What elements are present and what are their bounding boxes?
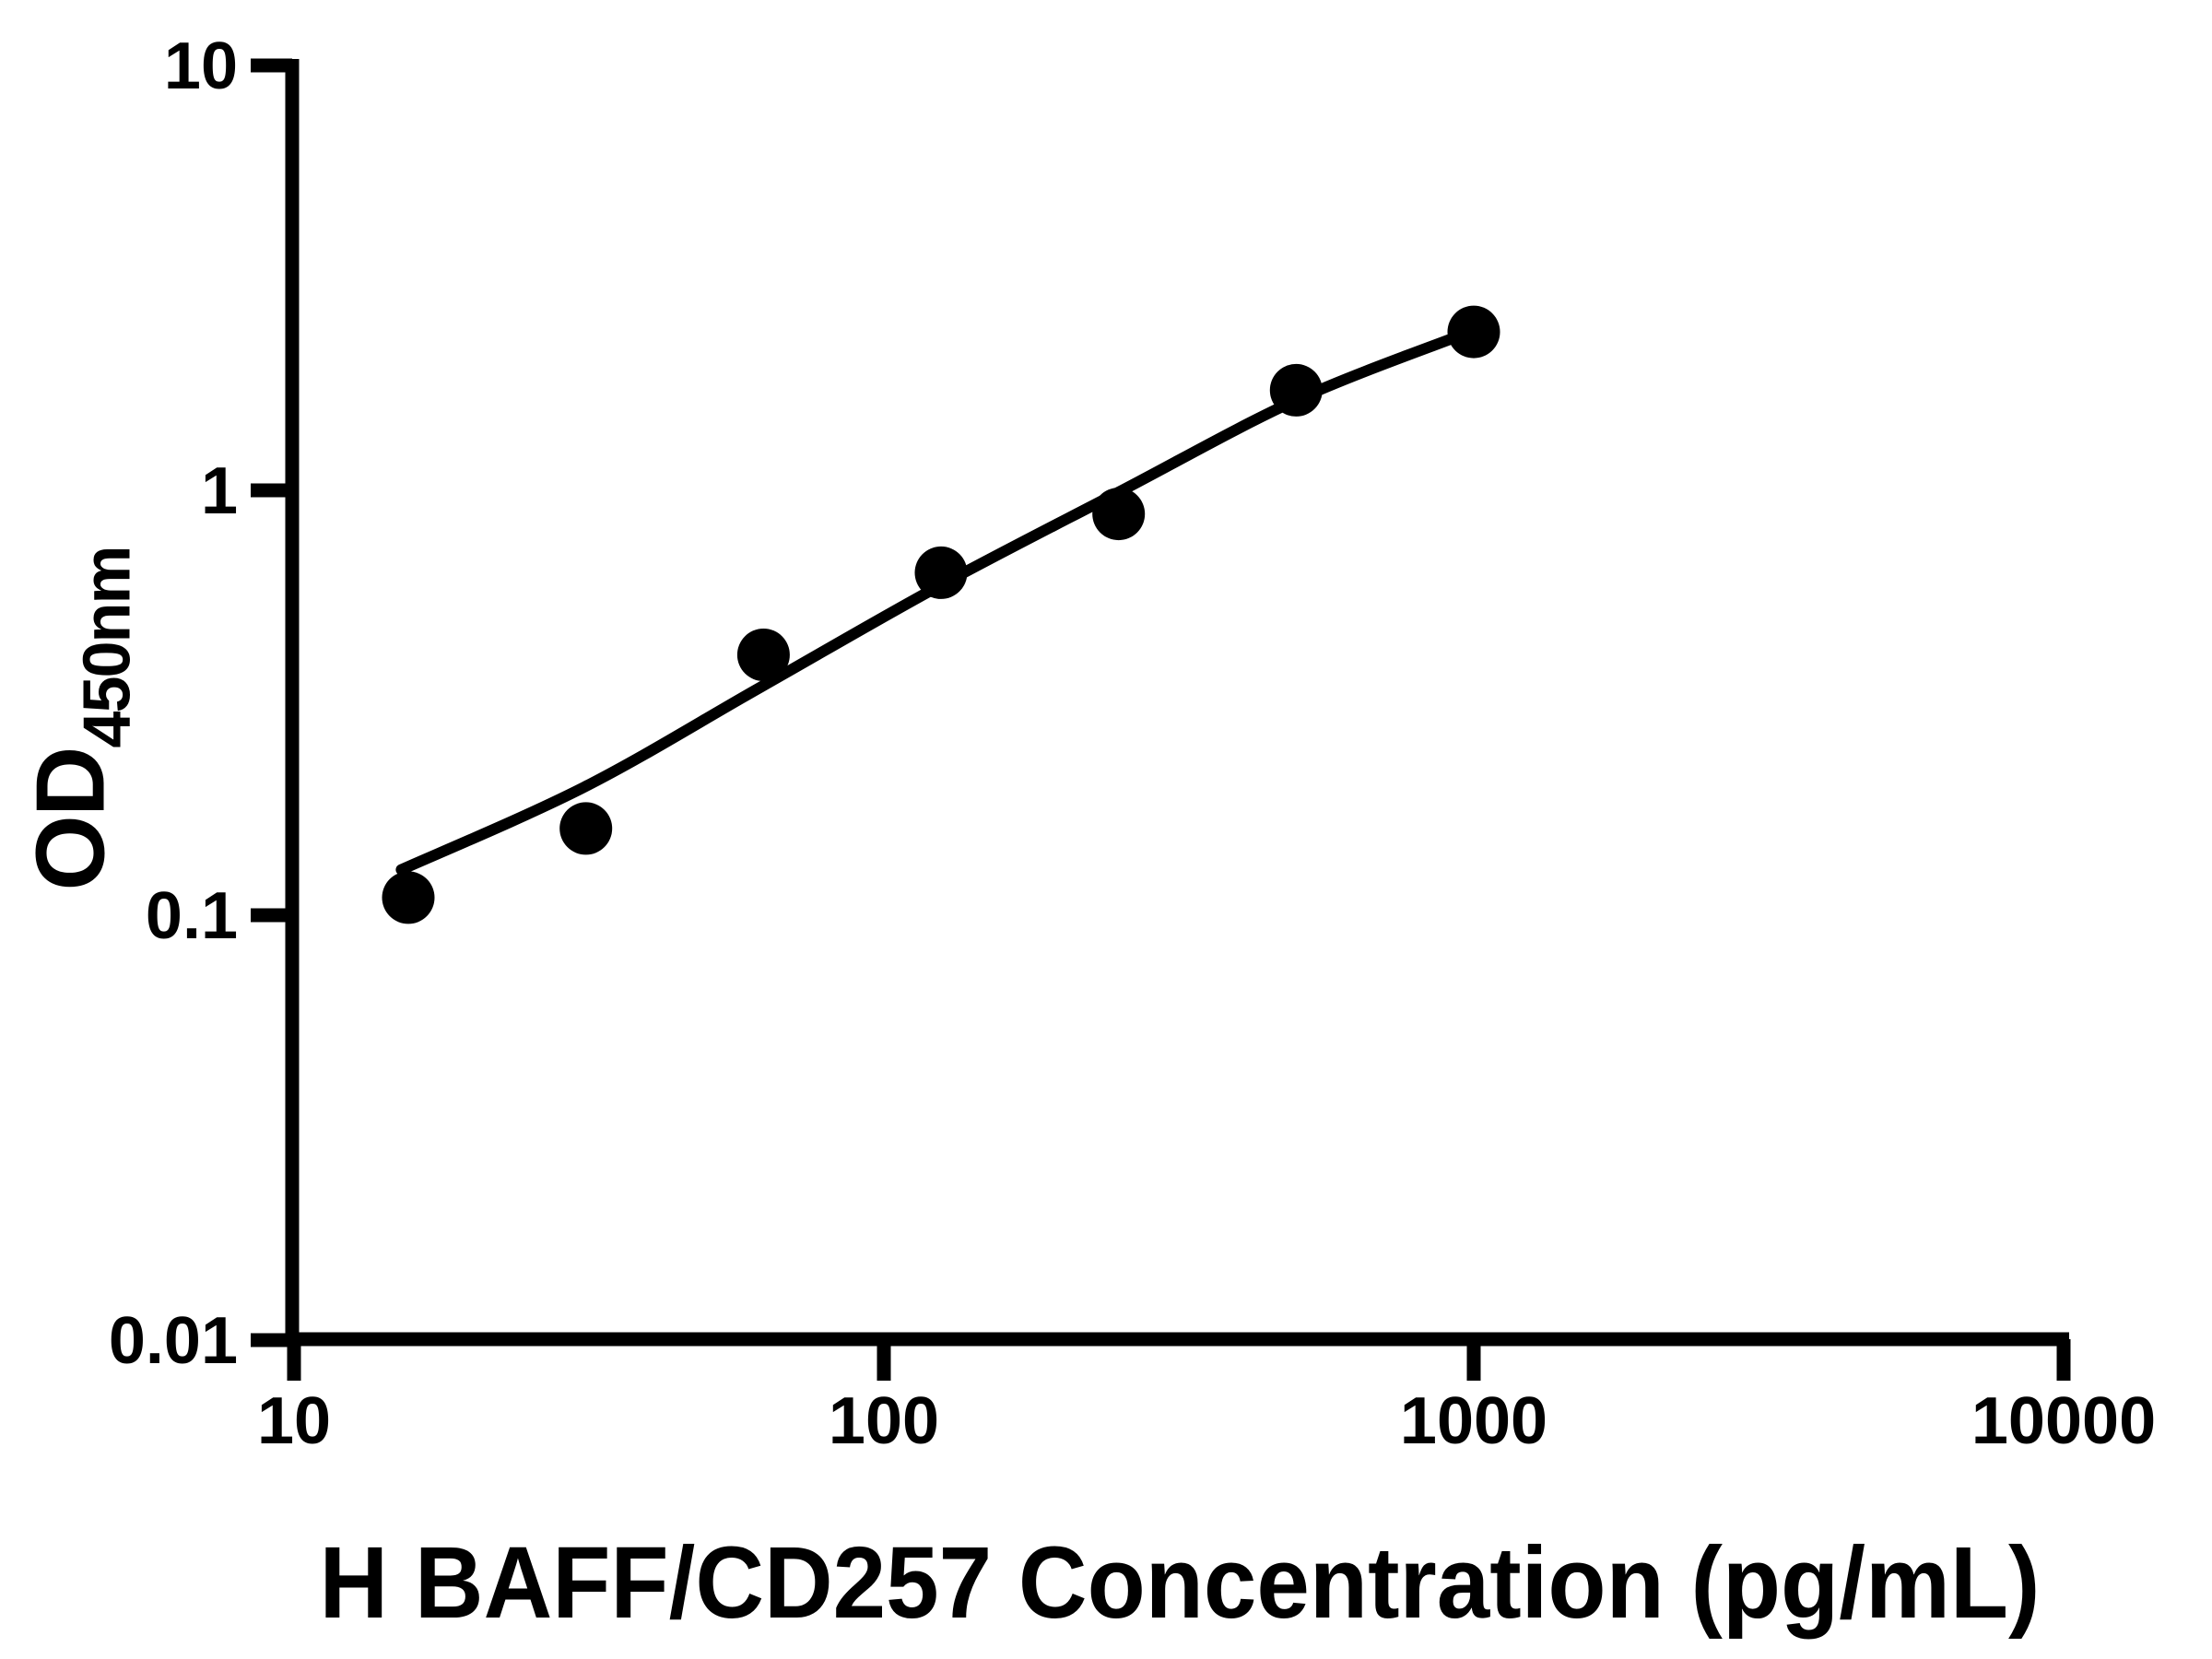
x-axis-title: H BAFF/CD257 Concentration (pg/mL) <box>319 1526 2041 1640</box>
y-axis-title-subscript: 450nm <box>70 547 145 748</box>
y-tick-label: 1 <box>201 454 238 528</box>
x-tick-label: 10000 <box>1971 1384 2156 1458</box>
data-point <box>559 802 613 855</box>
x-tick-label: 10 <box>257 1384 331 1458</box>
y-tick-label: 10 <box>164 29 238 103</box>
x-tick-label: 1000 <box>1400 1384 1547 1458</box>
data-point <box>1269 363 1323 417</box>
data-point <box>1092 488 1146 541</box>
y-axis-title: OD450nm <box>17 547 145 890</box>
y-tick-label: 0.01 <box>109 1304 238 1378</box>
y-tick-label: 0.1 <box>146 879 238 953</box>
data-point <box>914 546 968 599</box>
data-point <box>1447 305 1500 359</box>
x-tick-label: 100 <box>829 1384 939 1458</box>
data-point <box>382 871 435 924</box>
data-point <box>736 629 790 681</box>
y-axis-title-main: OD <box>16 747 125 891</box>
